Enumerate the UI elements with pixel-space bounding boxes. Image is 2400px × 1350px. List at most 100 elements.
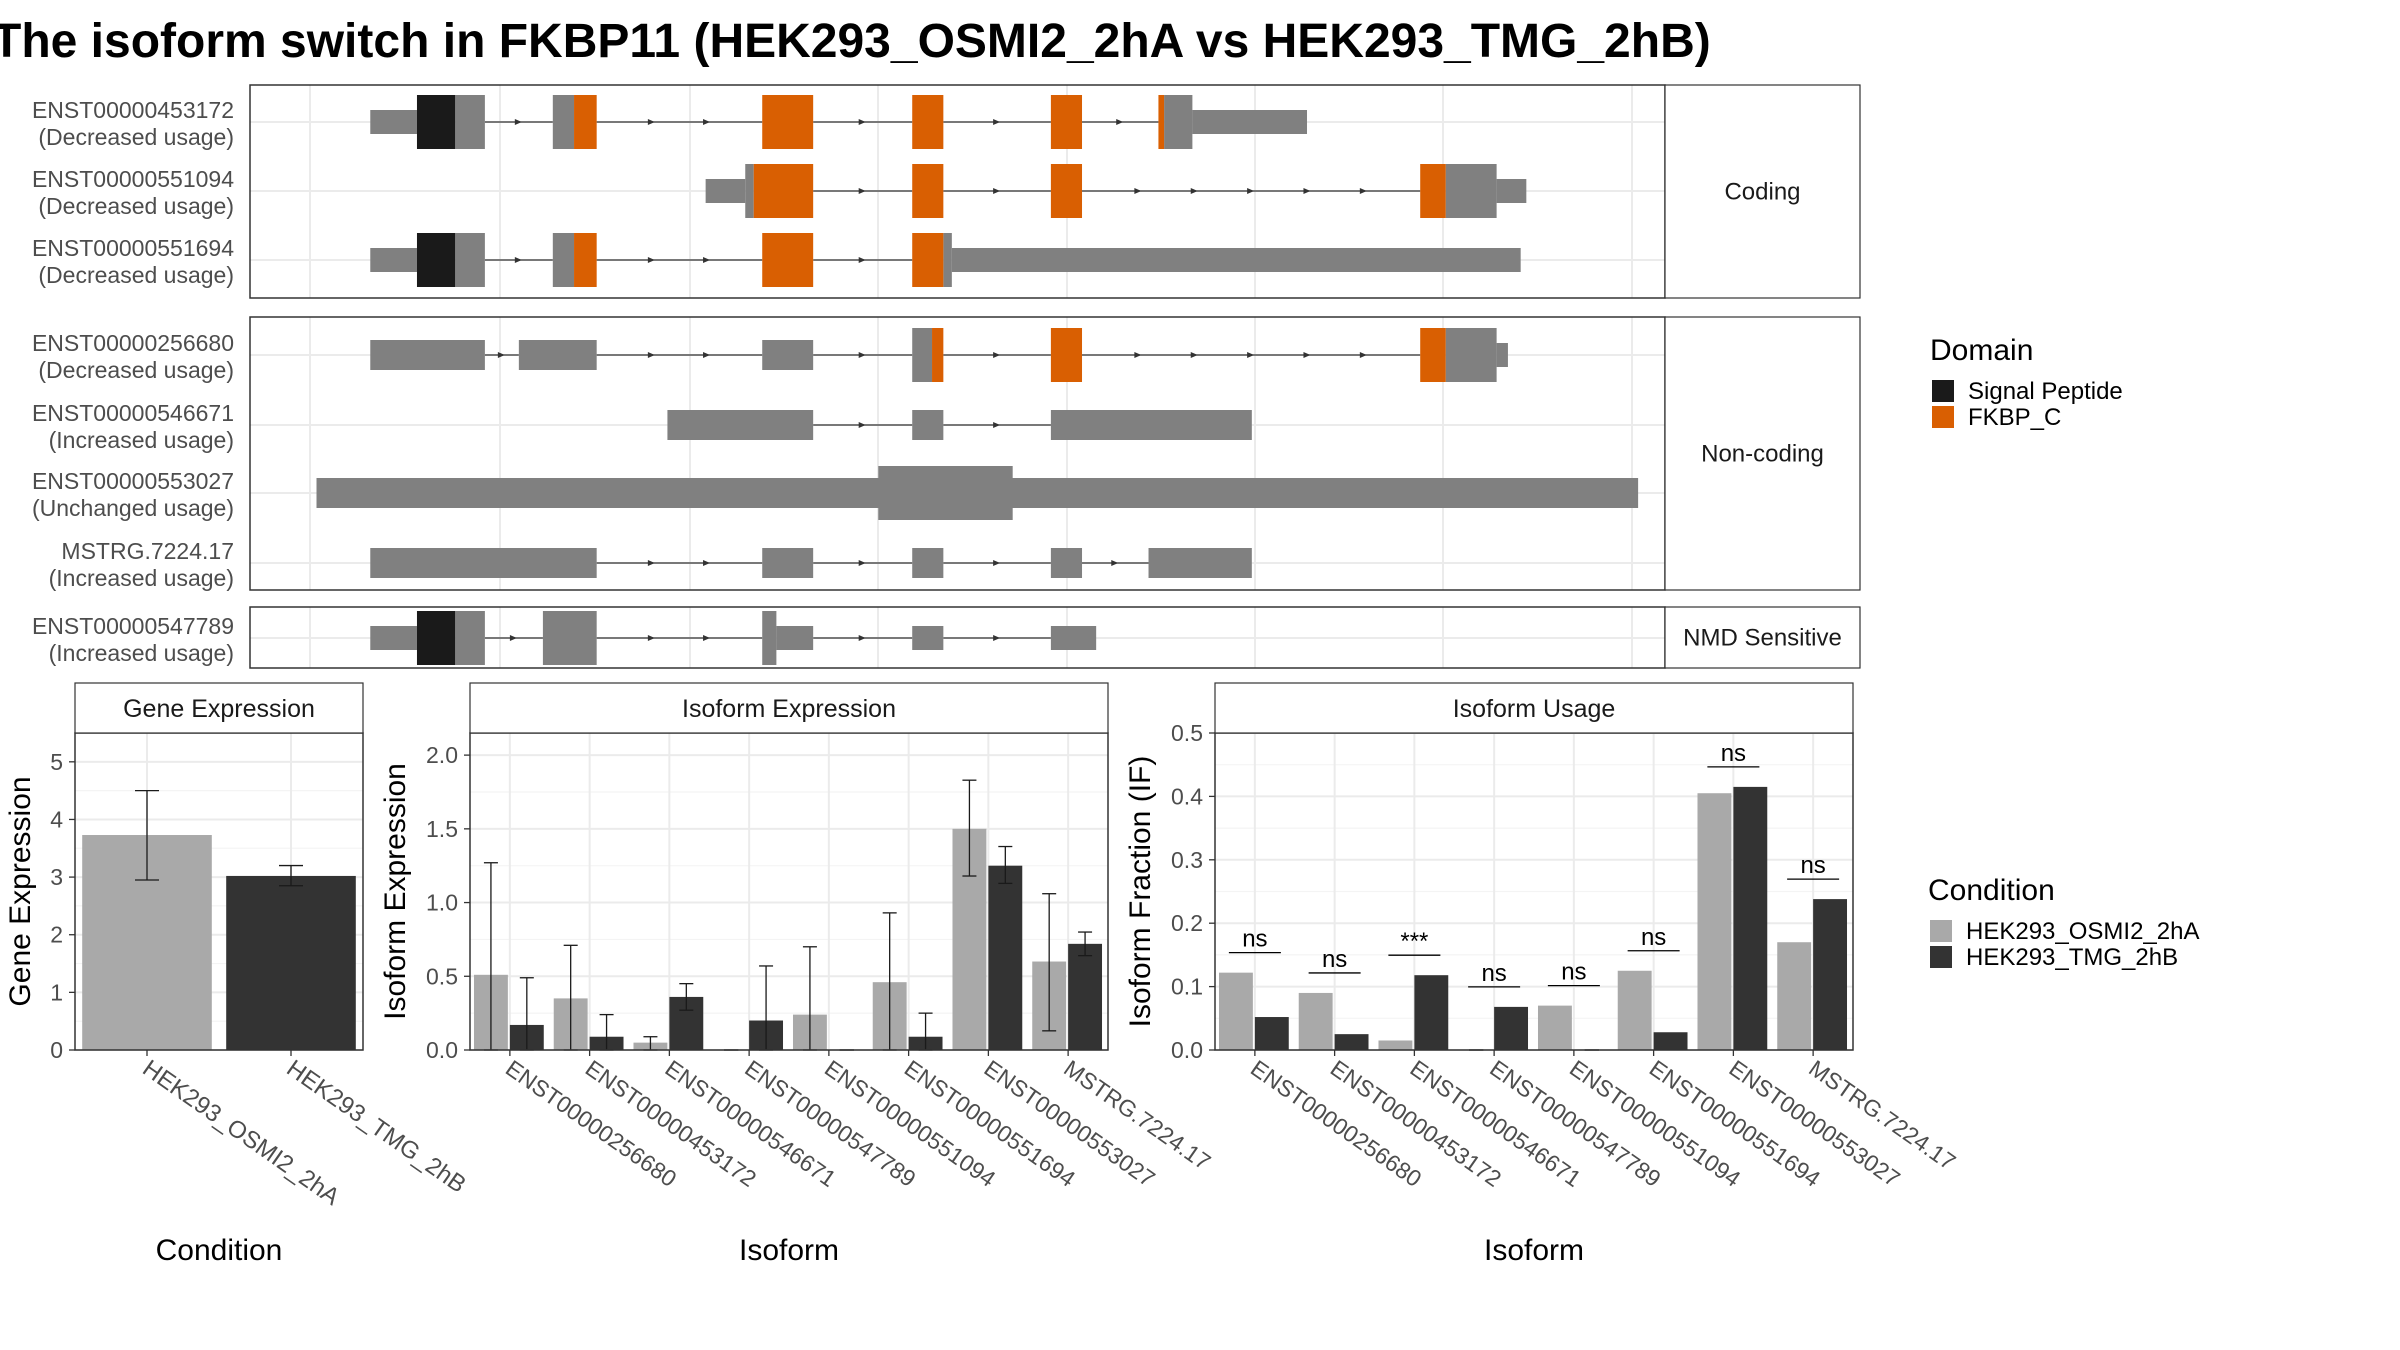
chart-title: Isoform Expression bbox=[682, 695, 896, 723]
bar bbox=[1733, 786, 1768, 1050]
strand-arrow bbox=[858, 257, 866, 263]
isoform-expression-chart: Isoform Expression0.00.51.01.52.0ENST000… bbox=[379, 682, 1216, 1267]
transcript-usage-label: (Unchanged usage) bbox=[32, 495, 234, 521]
exon-block bbox=[542, 611, 597, 665]
x-axis-title: Isoform bbox=[739, 1234, 839, 1267]
isoform-usage-chart: ns ns *** ns ns ns ns ns Isoform Usage 0.0 0.1 0.2 0… bbox=[1124, 682, 1961, 1267]
strand-arrow bbox=[703, 119, 711, 125]
strand-arrow bbox=[703, 352, 711, 358]
transcript-usage-label: (Increased usage) bbox=[49, 640, 234, 666]
strand-arrow bbox=[993, 119, 1001, 125]
strand-arrow bbox=[993, 635, 1001, 641]
exon-block bbox=[552, 95, 575, 149]
legend-label: HEK293_TMG_2hB bbox=[1966, 944, 2178, 971]
bar bbox=[1653, 1032, 1688, 1050]
bar bbox=[226, 875, 356, 1050]
y-tick-label: 0.0 bbox=[1171, 1037, 1203, 1063]
exon-block bbox=[762, 611, 777, 665]
exon-block bbox=[1496, 179, 1527, 203]
transcript-row: ENST00000551694(Decreased usage) bbox=[32, 233, 1521, 288]
exon-block bbox=[1050, 410, 1252, 440]
facet-strip bbox=[1664, 316, 1861, 591]
legend-swatch bbox=[1930, 946, 1952, 968]
transcript-row: ENST00000256680(Decreased usage) bbox=[32, 328, 1508, 383]
exon-block bbox=[1445, 164, 1497, 218]
exon-block bbox=[1192, 110, 1308, 134]
transcript-structure-plot: ENST00000453172(Decreased usage) ENST0000… bbox=[32, 84, 1861, 669]
exon-block bbox=[1050, 548, 1083, 578]
exon-block bbox=[745, 164, 754, 218]
legend-swatch bbox=[1930, 920, 1952, 942]
transcript-id-label: MSTRG.7224.17 bbox=[61, 538, 234, 564]
transcript-row: ENST00000547789(Increased usage) bbox=[32, 611, 1097, 666]
bar bbox=[1254, 1017, 1289, 1050]
exon-block bbox=[1050, 626, 1097, 650]
transcript-id-label: ENST00000256680 bbox=[32, 330, 234, 356]
strand-arrow bbox=[858, 119, 866, 125]
bar bbox=[1218, 972, 1253, 1050]
strand-arrow bbox=[858, 635, 866, 641]
transcript-id-label: ENST00000547789 bbox=[32, 613, 234, 639]
strand-arrow bbox=[647, 560, 655, 566]
transcript-usage-label: (Decreased usage) bbox=[38, 193, 234, 219]
facet-strip bbox=[1664, 606, 1861, 669]
strand-arrow bbox=[993, 560, 1001, 566]
strand-arrow bbox=[1190, 188, 1198, 194]
structure-panel: ENST00000256680(Decreased usage)ENST0000… bbox=[32, 316, 1861, 591]
y-tick-label: 5 bbox=[50, 749, 63, 775]
significance-label: ns bbox=[1242, 926, 1267, 953]
strand-arrow bbox=[1111, 560, 1119, 566]
transcript-row: ENST00000546671(Increased usage) bbox=[32, 400, 1252, 453]
transcript-usage-label: (Increased usage) bbox=[49, 565, 234, 591]
exon-block bbox=[370, 340, 485, 370]
facet-strip-label: Coding bbox=[1724, 179, 1800, 206]
y-tick-label: 2 bbox=[50, 922, 63, 948]
strand-arrow bbox=[647, 257, 655, 263]
bar bbox=[1617, 970, 1652, 1050]
bar bbox=[1068, 943, 1103, 1050]
bar bbox=[988, 865, 1023, 1050]
y-tick-label: 0.1 bbox=[1171, 974, 1203, 1000]
y-tick-label: 2.0 bbox=[426, 742, 458, 768]
exon-block bbox=[370, 548, 597, 578]
strand-arrow bbox=[497, 352, 505, 358]
strand-arrow bbox=[1134, 352, 1142, 358]
exon-block bbox=[416, 611, 456, 665]
transcript-id-label: ENST00000546671 bbox=[32, 400, 234, 426]
chart-title: Gene Expression bbox=[123, 695, 315, 723]
y-tick-label: 1 bbox=[50, 979, 63, 1005]
facet-strip bbox=[469, 682, 1109, 734]
exon-block bbox=[370, 248, 417, 272]
exon-block bbox=[518, 340, 597, 370]
strand-arrow bbox=[858, 560, 866, 566]
strand-arrow bbox=[1116, 119, 1124, 125]
exon-block bbox=[912, 328, 933, 382]
significance-label: ns bbox=[1800, 852, 1825, 879]
exon-block bbox=[912, 548, 944, 578]
facet-strip bbox=[74, 682, 364, 734]
exon-block bbox=[762, 95, 814, 149]
strand-arrow bbox=[1247, 188, 1255, 194]
y-tick-label: 0.4 bbox=[1171, 783, 1203, 809]
exon-block bbox=[1158, 95, 1165, 149]
y-tick-label: 0.5 bbox=[426, 963, 458, 989]
strand-arrow bbox=[858, 352, 866, 358]
transcript-usage-label: (Decreased usage) bbox=[38, 357, 234, 383]
significance-label: ns bbox=[1641, 924, 1666, 951]
y-tick-label: 1.0 bbox=[426, 890, 458, 916]
strand-arrow bbox=[1359, 352, 1367, 358]
bar bbox=[1334, 1034, 1369, 1050]
legend-swatch bbox=[1932, 406, 1954, 428]
strand-arrow bbox=[1134, 188, 1142, 194]
transcript-row: ENST00000453172(Decreased usage) bbox=[32, 95, 1308, 150]
exon-block bbox=[753, 164, 814, 218]
bar bbox=[1697, 793, 1732, 1050]
exon-block bbox=[912, 164, 944, 218]
exon-block bbox=[951, 248, 1521, 272]
exon-block bbox=[762, 340, 814, 370]
strand-arrow bbox=[1303, 188, 1311, 194]
strand-arrow bbox=[514, 257, 522, 263]
significance-label: ns bbox=[1481, 960, 1506, 987]
